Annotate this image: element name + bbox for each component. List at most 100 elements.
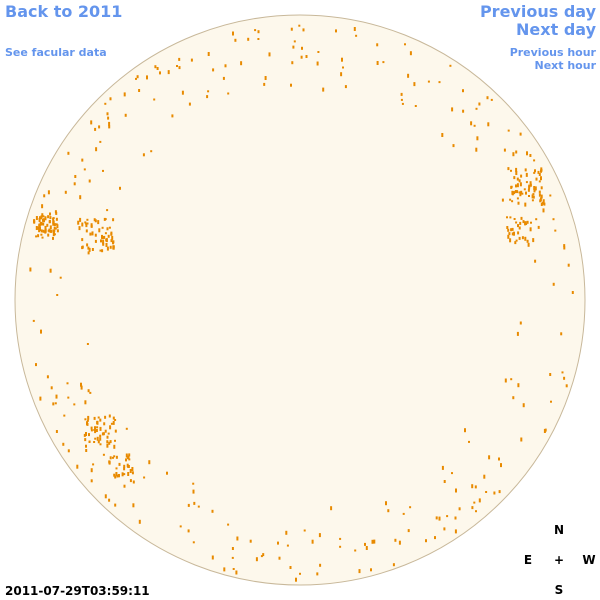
facula <box>40 229 43 233</box>
next-day-link[interactable]: Next day <box>516 20 597 39</box>
facula <box>506 216 508 219</box>
facula <box>80 385 83 390</box>
facula <box>414 105 417 107</box>
facula <box>49 225 52 230</box>
facula <box>493 491 496 495</box>
facula <box>521 236 524 240</box>
facular-link[interactable]: See facular data <box>5 46 107 59</box>
facula <box>124 113 127 117</box>
facula <box>224 64 227 68</box>
facula <box>108 460 111 464</box>
facula <box>107 234 110 238</box>
facula <box>102 453 105 456</box>
facula <box>35 363 37 367</box>
facula <box>510 228 513 232</box>
next-hour-link[interactable]: Next hour <box>535 59 597 72</box>
facula <box>541 201 544 205</box>
facula <box>515 150 518 154</box>
facula <box>257 38 260 40</box>
facula <box>93 416 96 420</box>
facula <box>99 443 102 446</box>
facula <box>190 58 193 62</box>
back-link[interactable]: Back to 2011 <box>5 2 122 21</box>
facula <box>441 133 444 137</box>
facula <box>83 168 86 171</box>
facula <box>515 171 518 175</box>
facula <box>101 234 103 239</box>
facula <box>115 467 118 470</box>
facula <box>516 183 519 188</box>
facula <box>114 439 116 442</box>
facula <box>516 197 519 200</box>
facula <box>452 144 455 148</box>
facula <box>529 181 532 185</box>
facula <box>35 235 38 238</box>
facula <box>85 224 88 228</box>
previous-hour-link[interactable]: Previous hour <box>510 46 597 59</box>
facula <box>131 467 134 471</box>
facula <box>511 200 514 203</box>
facula <box>473 501 476 504</box>
facula <box>118 462 121 466</box>
facula <box>443 480 446 483</box>
facula <box>62 442 65 446</box>
facula <box>55 430 58 433</box>
facula <box>427 80 430 83</box>
facula <box>49 216 52 220</box>
facula <box>524 168 527 172</box>
facula <box>516 177 519 181</box>
facula <box>100 239 102 243</box>
facula <box>222 76 225 80</box>
facula <box>113 444 116 449</box>
facula <box>44 228 47 233</box>
facula <box>330 506 333 511</box>
facula <box>530 221 532 224</box>
facula <box>42 229 45 233</box>
facula <box>94 426 96 430</box>
facula <box>517 231 520 235</box>
facula <box>39 216 41 220</box>
facula <box>513 176 516 180</box>
facula <box>319 563 322 567</box>
facula <box>525 191 527 195</box>
facula <box>166 471 168 475</box>
facula <box>109 456 112 460</box>
facula <box>40 329 42 334</box>
facula <box>425 539 427 543</box>
facula <box>533 159 536 162</box>
compass-north: N <box>554 523 564 537</box>
facula <box>97 440 100 444</box>
facula <box>85 222 88 225</box>
facula <box>231 547 234 550</box>
facula <box>404 43 406 46</box>
facula <box>540 169 543 171</box>
facula <box>44 225 47 230</box>
facula <box>508 232 511 236</box>
facula <box>535 218 538 221</box>
facula <box>74 175 77 178</box>
previous-day-link[interactable]: Previous day <box>480 2 597 21</box>
facula <box>549 194 552 197</box>
facula <box>529 227 532 232</box>
facula <box>311 539 314 544</box>
facula <box>528 195 530 197</box>
facula <box>108 121 111 126</box>
facula <box>487 122 490 127</box>
facula <box>99 418 102 422</box>
facula <box>504 378 507 383</box>
facula <box>455 488 457 493</box>
facula <box>438 516 441 521</box>
facula <box>116 474 119 478</box>
facula <box>454 516 457 520</box>
compass-west: W <box>582 553 595 567</box>
facula <box>364 542 366 546</box>
facula <box>542 199 545 204</box>
facula <box>97 220 100 225</box>
facula <box>532 193 535 196</box>
timestamp: 2011-07-29T03:59:11 <box>5 584 150 598</box>
facula <box>44 216 47 221</box>
facula <box>341 57 343 62</box>
facula <box>106 112 109 116</box>
facula <box>339 545 342 548</box>
